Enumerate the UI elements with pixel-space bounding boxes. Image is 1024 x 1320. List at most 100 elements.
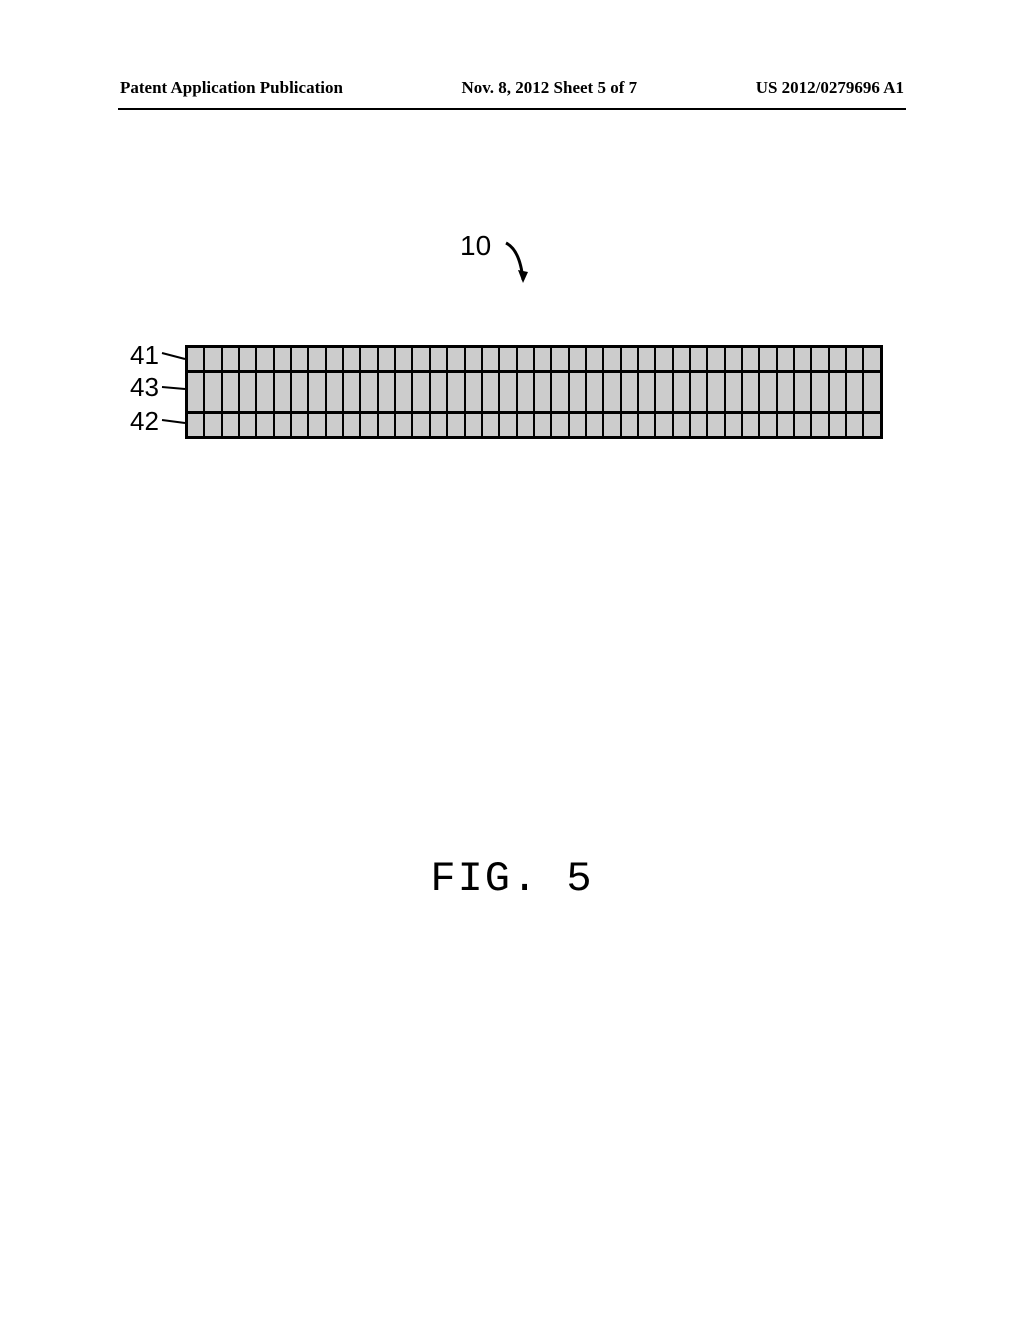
- slat: [431, 373, 448, 411]
- layer-41: [185, 345, 883, 373]
- slat: [587, 414, 604, 436]
- slat: [795, 373, 812, 411]
- slat: [292, 414, 309, 436]
- slat: [205, 348, 222, 370]
- slat: [587, 348, 604, 370]
- slat: [188, 373, 205, 411]
- slat: [327, 414, 344, 436]
- slat: [587, 373, 604, 411]
- slat: [223, 348, 240, 370]
- slat: [413, 414, 430, 436]
- slat: [413, 373, 430, 411]
- slat: [726, 414, 743, 436]
- slat: [431, 348, 448, 370]
- slat: [518, 348, 535, 370]
- slat: [257, 348, 274, 370]
- slat: [847, 373, 864, 411]
- slat: [344, 348, 361, 370]
- slat: [726, 348, 743, 370]
- slat: [743, 414, 760, 436]
- slat: [361, 348, 378, 370]
- slat: [622, 373, 639, 411]
- slat: [205, 414, 222, 436]
- part-label-43: 43: [130, 372, 159, 403]
- slat: [830, 348, 847, 370]
- slat: [812, 373, 829, 411]
- slat: [535, 373, 552, 411]
- slat: [795, 414, 812, 436]
- slat: [847, 414, 864, 436]
- layer-42: [185, 411, 883, 439]
- slat: [309, 414, 326, 436]
- slat: [396, 414, 413, 436]
- slat: [292, 373, 309, 411]
- slat: [500, 348, 517, 370]
- slat: [240, 414, 257, 436]
- part-label-41: 41: [130, 340, 159, 371]
- slat: [292, 348, 309, 370]
- slat: [639, 414, 656, 436]
- header-divider: [118, 108, 906, 110]
- slat: [344, 414, 361, 436]
- assembly-reference-number: 10: [460, 230, 491, 262]
- slat: [726, 373, 743, 411]
- layer-43: [185, 373, 883, 411]
- slat: [760, 373, 777, 411]
- slat: [674, 414, 691, 436]
- slat: [535, 414, 552, 436]
- slat: [309, 348, 326, 370]
- slat: [639, 348, 656, 370]
- slat: [518, 414, 535, 436]
- slat: [344, 373, 361, 411]
- slat: [656, 414, 673, 436]
- slat: [656, 348, 673, 370]
- slat: [864, 414, 879, 436]
- slat: [240, 373, 257, 411]
- slat: [656, 373, 673, 411]
- slat: [812, 414, 829, 436]
- slat: [864, 373, 879, 411]
- slat: [830, 373, 847, 411]
- slat: [223, 414, 240, 436]
- slat: [622, 348, 639, 370]
- header-patent-number: US 2012/0279696 A1: [756, 78, 904, 98]
- slat: [552, 348, 569, 370]
- slat: [309, 373, 326, 411]
- slat: [483, 414, 500, 436]
- slat: [518, 373, 535, 411]
- slat: [552, 373, 569, 411]
- slat: [448, 414, 465, 436]
- slat: [483, 348, 500, 370]
- slat: [743, 348, 760, 370]
- slat: [760, 414, 777, 436]
- slat: [466, 348, 483, 370]
- figure-caption: FIG. 5: [0, 855, 1024, 903]
- layered-structure: [185, 345, 883, 439]
- slat: [275, 414, 292, 436]
- slat: [674, 348, 691, 370]
- slat: [778, 348, 795, 370]
- slat: [812, 348, 829, 370]
- slat: [500, 414, 517, 436]
- slat: [639, 373, 656, 411]
- slat: [379, 414, 396, 436]
- slat: [396, 373, 413, 411]
- slat: [257, 373, 274, 411]
- slat: [379, 373, 396, 411]
- slat: [379, 348, 396, 370]
- slat: [778, 414, 795, 436]
- slat: [327, 348, 344, 370]
- slat: [552, 414, 569, 436]
- slat: [708, 373, 725, 411]
- header-date-sheet: Nov. 8, 2012 Sheet 5 of 7: [461, 78, 637, 98]
- slat: [361, 373, 378, 411]
- slat: [275, 348, 292, 370]
- slat: [483, 373, 500, 411]
- slat: [570, 414, 587, 436]
- slat: [396, 348, 413, 370]
- slat: [760, 348, 777, 370]
- slat: [778, 373, 795, 411]
- slat: [448, 373, 465, 411]
- slat: [604, 373, 621, 411]
- slat: [466, 373, 483, 411]
